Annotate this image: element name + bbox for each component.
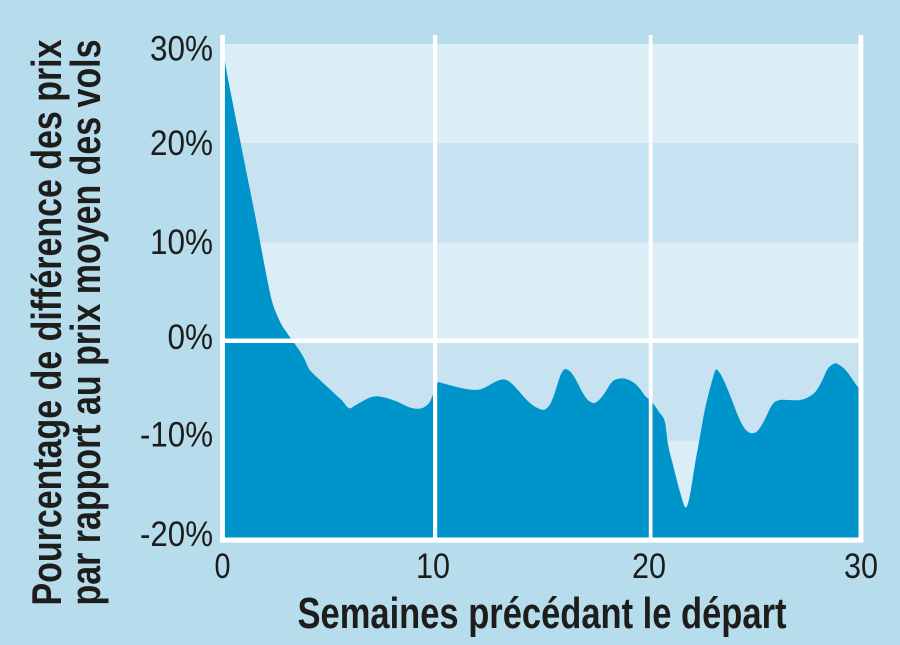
svg-text:-10%: -10% <box>140 415 213 454</box>
svg-text:Semaines précédant le départ: Semaines précédant le départ <box>298 589 787 638</box>
svg-text:20: 20 <box>632 547 666 586</box>
svg-text:par rapport au prix moyen des: par rapport au prix moyen des vols <box>62 40 109 606</box>
svg-text:10%: 10% <box>150 223 213 262</box>
svg-text:20%: 20% <box>150 124 213 163</box>
svg-text:-20%: -20% <box>140 515 213 554</box>
svg-text:10: 10 <box>416 547 450 586</box>
svg-text:30: 30 <box>844 547 878 586</box>
svg-text:Pourcentage de différence des: Pourcentage de différence des prix <box>23 40 70 606</box>
svg-text:30%: 30% <box>150 30 213 69</box>
svg-text:0%: 0% <box>168 318 214 357</box>
svg-text:0: 0 <box>215 547 231 586</box>
